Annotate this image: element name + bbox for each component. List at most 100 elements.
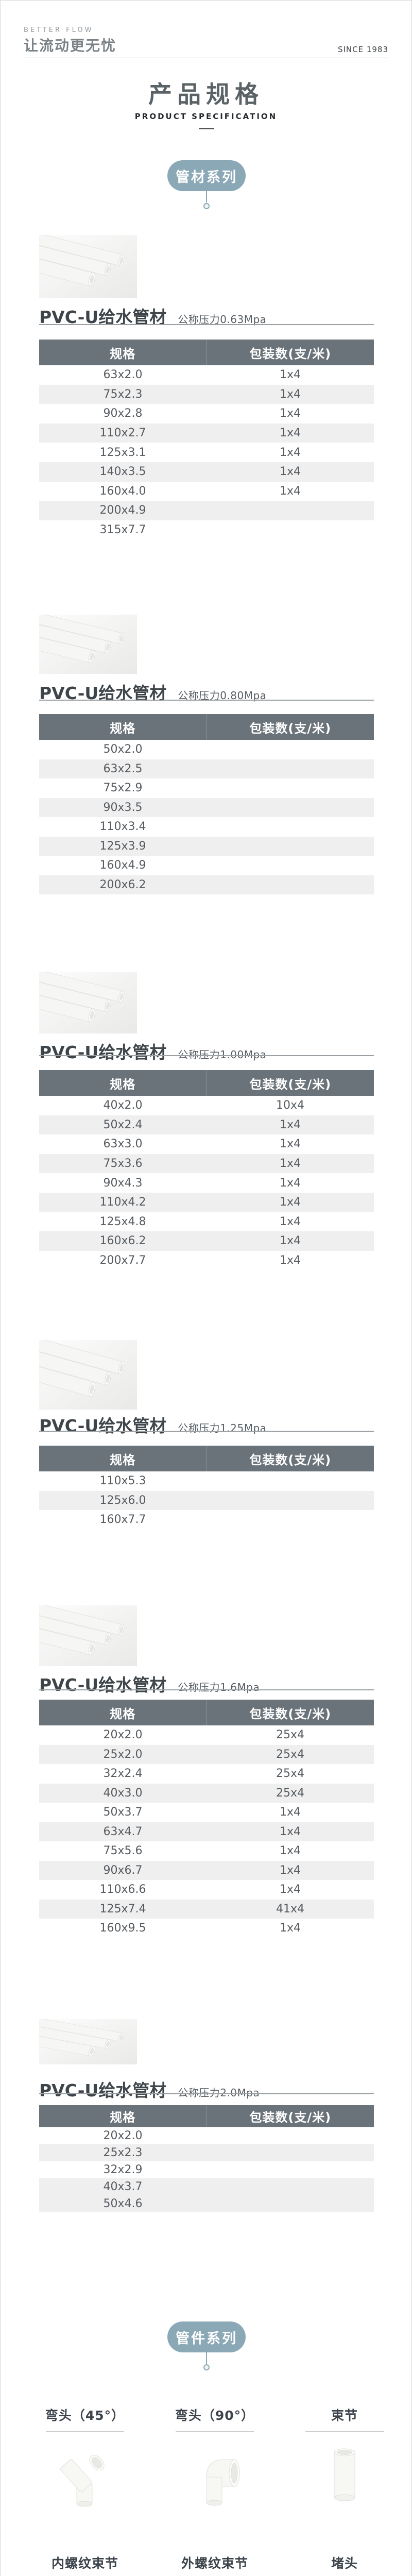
spec-cell: 50x2.0 xyxy=(103,743,143,756)
page-subtitle: PRODUCT SPECIFICATION xyxy=(134,112,278,121)
table-row: 90x6.7 1x4 xyxy=(39,1860,374,1880)
packing-cell: 1x4 xyxy=(207,1860,374,1880)
packing-cell: 1x4 xyxy=(279,407,301,420)
table-row: 25x2.3 xyxy=(39,2144,374,2161)
packing-cell xyxy=(207,2195,374,2212)
table-row: 160x4.0 1x4 xyxy=(39,482,374,501)
spec-cell: 160x6.2 xyxy=(39,1231,207,1251)
elbow-90-icon xyxy=(150,2436,280,2513)
table-row: 110x2.7 1x4 xyxy=(39,423,374,443)
table-row: 200x7.7 1x4 xyxy=(39,1251,374,1270)
spec-cell: 32x2.9 xyxy=(103,2163,143,2176)
section-title-text: PVC-U给水管材 xyxy=(39,2080,167,2100)
packing-cell: 1x4 xyxy=(279,368,301,382)
pipes-photo xyxy=(30,2017,137,2066)
table-row: 160x6.2 1x4 xyxy=(39,1231,374,1251)
spec-table: 规格 包装数(支/米) 20x2.0 25x4 25x2.0 25x4 32x2.4 25x4… xyxy=(39,1700,374,1938)
brand-tagline: BETTER FLOW xyxy=(24,26,94,34)
spec-cell: 20x2.0 xyxy=(103,1728,143,1742)
section-title-text: PVC-U给水管材 xyxy=(39,1042,167,1062)
spec-cell: 125x4.8 xyxy=(99,1215,146,1228)
pipes-photo xyxy=(30,232,137,300)
pipes-photo xyxy=(30,1603,137,1668)
table-row: 50x3.7 1x4 xyxy=(39,1803,374,1822)
spec-cell: 90x6.7 xyxy=(39,1860,207,1880)
section-title: PVC-U给水管材 公称压力1.25Mpa xyxy=(39,1412,266,1437)
table-row: 110x3.4 xyxy=(39,817,374,837)
fitting-label: 弯头（90°） xyxy=(175,2408,255,2423)
section-divider xyxy=(39,2093,374,2094)
packing-column-header: 包装数(支/米) xyxy=(207,714,374,740)
spec-table: 规格 包装数(支/米) 20x2.0 25x2.3 32x2.9 40x3.7 50x4.6 xyxy=(39,2105,374,2212)
packing-cell: 10x4 xyxy=(276,1099,304,1112)
table-row: 125x3.1 1x4 xyxy=(39,443,374,462)
spec-table: 规格 包装数(支/米) 50x2.0 63x2.5 75x2.9 90x3.5 110x3.… xyxy=(39,714,374,894)
packing-cell: 1x4 xyxy=(279,1922,301,1935)
pipes-series-badge: 管材系列 xyxy=(167,160,246,191)
table-row: 125x7.4 41x4 xyxy=(39,1899,374,1919)
table-row: 63x4.7 1x4 xyxy=(39,1822,374,1841)
packing-column-header: 包装数(支/米) xyxy=(207,1700,374,1725)
packing-cell: 1x4 xyxy=(207,384,374,404)
spec-cell: 140x3.5 xyxy=(39,462,207,482)
spec-table: 规格 包装数(支/米) 63x2.0 1x4 75x2.3 1x4 90x2.8 1x4 110… xyxy=(39,340,374,539)
section-title: PVC-U给水管材 公称压力1.6Mpa xyxy=(39,1671,260,1696)
table-row: 63x2.5 xyxy=(39,759,374,778)
section-title: PVC-U给水管材 公称压力1.00Mpa xyxy=(39,1039,266,1063)
packing-cell xyxy=(207,1510,374,1530)
packing-cell xyxy=(207,759,374,778)
spec-cell: 63x4.7 xyxy=(39,1822,207,1841)
spec-cell: 90x3.5 xyxy=(39,798,207,817)
table-row: 50x4.6 xyxy=(39,2195,374,2212)
section-divider xyxy=(39,1055,374,1056)
section-divider xyxy=(39,1431,374,1432)
section-title-text: PVC-U给水管材 xyxy=(39,307,167,327)
packing-cell: 1x4 xyxy=(279,484,301,498)
packing-cell: 25x4 xyxy=(276,1767,304,1781)
spec-cell: 75x2.9 xyxy=(103,782,143,795)
fittings-badge-tail xyxy=(206,2352,207,2364)
packing-cell: 1x4 xyxy=(279,1883,301,1896)
fitting-item: 束节 xyxy=(280,2405,409,2513)
packing-cell: 1x4 xyxy=(279,1844,301,1858)
table-row: 200x6.2 xyxy=(39,875,374,894)
packing-cell xyxy=(207,1490,374,1510)
packing-cell xyxy=(207,798,374,817)
packing-cell xyxy=(207,2161,374,2178)
spec-cell: 40x3.0 xyxy=(39,1783,207,1803)
fitting-underline xyxy=(176,2431,254,2432)
pressure-label: 公称压力1.00Mpa xyxy=(178,1048,267,1061)
spec-cell: 110x3.4 xyxy=(99,820,146,834)
spec-table: 规格 包装数(支/米) 40x2.0 10x4 50x2.4 1x4 63x3.0 1x4 75… xyxy=(39,1070,374,1270)
spec-cell: 50x3.7 xyxy=(103,1806,143,1819)
spec-cell: 160x7.7 xyxy=(99,1513,146,1527)
table-row: 63x2.0 1x4 xyxy=(39,365,374,385)
spec-cell: 50x4.6 xyxy=(39,2195,207,2212)
section-divider xyxy=(39,1689,374,1690)
packing-column-header: 包装数(支/米) xyxy=(207,1446,374,1471)
table-row: 125x4.8 1x4 xyxy=(39,1212,374,1232)
table-row: 140x3.5 1x4 xyxy=(39,462,374,482)
spec-cell: 125x3.1 xyxy=(99,446,146,459)
packing-cell xyxy=(207,875,374,894)
pressure-label: 公称压力1.25Mpa xyxy=(178,1422,267,1434)
fitting-label: 束节 xyxy=(331,2408,358,2423)
spec-cell: 50x2.4 xyxy=(39,1115,207,1135)
fitting-label: 外螺纹束节 xyxy=(181,2556,248,2571)
since-label: SINCE 1983 xyxy=(337,45,388,54)
spec-table: 规格 包装数(支/米) 110x5.3 125x6.0 160x7.7 xyxy=(39,1446,374,1530)
spec-cell: 63x2.5 xyxy=(39,759,207,778)
fittings-badge-dot-icon xyxy=(203,2364,210,2370)
spec-cell: 32x2.4 xyxy=(103,1767,143,1781)
coupling-icon xyxy=(280,2436,409,2513)
table-row: 20x2.0 xyxy=(39,2127,374,2144)
table-row: 125x6.0 xyxy=(39,1490,374,1510)
elbow-45-icon xyxy=(20,2436,150,2513)
table-row: 160x9.5 1x4 xyxy=(39,1919,374,1938)
title-dash xyxy=(199,128,214,129)
spec-cell: 125x6.0 xyxy=(39,1490,207,1510)
packing-cell xyxy=(207,856,374,875)
spec-cell: 160x4.9 xyxy=(99,859,146,872)
table-row: 20x2.0 25x4 xyxy=(39,1725,374,1745)
spec-cell: 90x2.8 xyxy=(103,407,143,420)
